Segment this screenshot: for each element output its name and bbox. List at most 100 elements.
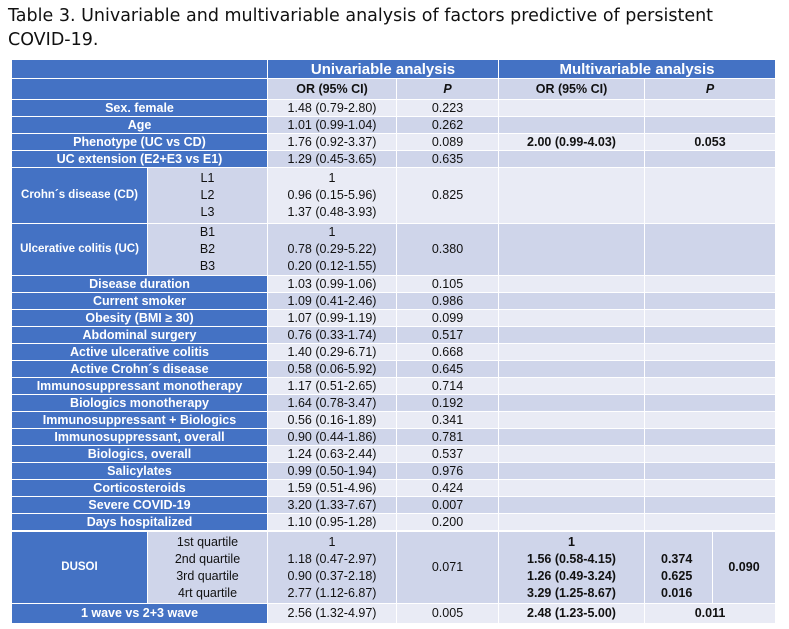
p-multivariable-value [645,151,776,168]
p-value: 0.099 [397,310,499,327]
p-multivariable-value [645,497,776,514]
wave-p-multivariable: 0.011 [645,604,776,624]
dusoi-p-overall: 0.090 [713,532,776,604]
cd-p-value: 0.825 [397,168,499,224]
p-multivariable-value [645,327,776,344]
row-label: Disease duration [12,276,268,293]
row-label: Days hospitalized [12,514,268,531]
or-value: 1.09 (0.41-2.46) [268,293,397,310]
or-value: 1.59 (0.51-4.96) [268,480,397,497]
p-multivariable-value [645,429,776,446]
or-value: 1.76 (0.92-3.37) [268,134,397,151]
p-multivariable-value [645,310,776,327]
or-value: 3.20 (1.33-7.67) [268,497,397,514]
or-multivariable-value [499,395,645,412]
p-column-header: P [397,79,499,100]
p-value: 0.223 [397,100,499,117]
p-value: 0.645 [397,361,499,378]
p-multivariable-value [645,463,776,480]
p-value: 0.635 [397,151,499,168]
row-label: Age [12,117,268,134]
p-multivariable-value [645,446,776,463]
row-label: Phenotype (UC vs CD) [12,134,268,151]
or-multivariable-column-header: OR (95% CI) [499,79,645,100]
row-label: Active ulcerative colitis [12,344,268,361]
multivariable-header: Multivariable analysis [499,60,776,79]
or-multivariable-value [499,446,645,463]
or-multivariable-value [499,276,645,293]
row-label: Biologics, overall [12,446,268,463]
p-multivariable-value [645,395,776,412]
p-value: 0.341 [397,412,499,429]
or-value: 1.48 (0.79-2.80) [268,100,397,117]
or-value: 1.01 (0.99-1.04) [268,117,397,134]
uc-group-label: Ulcerative colitis (UC) [12,224,148,276]
or-value: 0.58 (0.06-5.92) [268,361,397,378]
p-multivariable-value [645,117,776,134]
or-value: 1.29 (0.45-3.65) [268,151,397,168]
dusoi-quartiles: 1st quartile 2nd quartile 3rd quartile 4rt … [148,532,268,604]
or-value: 1.03 (0.99-1.06) [268,276,397,293]
p-value: 0.537 [397,446,499,463]
p-value: 0.089 [397,134,499,151]
header-empty-cell [12,60,268,79]
row-label: Immunosuppressant monotherapy [12,378,268,395]
dusoi-or-values: 1 1.18 (0.47-2.97) 0.90 (0.37-2.18) 2.77 (1… [268,532,397,604]
uc-or-values: 1 0.78 (0.29-5.22) 0.20 (0.12-1.55) [268,224,397,276]
wave-or: 2.56 (1.32-4.97) [268,604,397,624]
p-value: 0.105 [397,276,499,293]
p-value: 0.668 [397,344,499,361]
cd-or-multivariable [499,168,645,224]
row-label: Salicylates [12,463,268,480]
dusoi-or-multivariable: 1 1.56 (0.58-4.15) 1.26 (0.49-3.24) 3.29 (1… [499,532,645,604]
or-multivariable-value [499,480,645,497]
wave-label: 1 wave vs 2+3 wave [12,604,268,624]
p-multivariable-value [645,480,776,497]
p-value: 0.517 [397,327,499,344]
or-value: 1.40 (0.29-6.71) [268,344,397,361]
or-multivariable-value [499,151,645,168]
row-label: Active Crohn´s disease [12,361,268,378]
or-value: 1.07 (0.99-1.19) [268,310,397,327]
cd-or-values: 1 0.96 (0.15-5.96) 1.37 (0.48-3.93) [268,168,397,224]
row-label: Obesity (BMI ≥ 30) [12,310,268,327]
uc-subgroups: B1 B2 B3 [148,224,268,276]
p-multivariable-value [645,276,776,293]
row-label: Immunosuppressant + Biologics [12,412,268,429]
or-multivariable-value [499,429,645,446]
or-value: 1.64 (0.78-3.47) [268,395,397,412]
dusoi-p-value: 0.071 [397,532,499,604]
or-column-header: OR (95% CI) [268,79,397,100]
or-value: 1.17 (0.51-2.65) [268,378,397,395]
or-value: 1.10 (0.95-1.28) [268,514,397,531]
p-value: 0.200 [397,514,499,531]
row-label: UC extension (E2+E3 vs E1) [12,151,268,168]
subheader-empty-cell [12,79,268,100]
or-value: 0.99 (0.50-1.94) [268,463,397,480]
p-value: 0.714 [397,378,499,395]
p-multivariable-value [645,361,776,378]
or-value: 0.56 (0.16-1.89) [268,412,397,429]
p-value: 0.424 [397,480,499,497]
or-multivariable-value: 2.00 (0.99-4.03) [499,134,645,151]
or-multivariable-value [499,100,645,117]
table-title: Table 3. Univariable and multivariable a… [8,6,714,50]
p-multivariable-column-header: P [645,79,776,100]
p-multivariable-value [645,100,776,117]
or-multivariable-value [499,327,645,344]
or-multivariable-value [499,361,645,378]
or-multivariable-value [499,378,645,395]
row-label: Immunosuppressant, overall [12,429,268,446]
p-value: 0.976 [397,463,499,480]
wave-p: 0.005 [397,604,499,624]
results-table: Univariable analysis Multivariable analy… [12,60,776,624]
or-multivariable-value [499,310,645,327]
dusoi-p-each: 0.374 0.625 0.016 [645,532,713,604]
cd-p-multivariable [645,168,776,224]
or-multivariable-value [499,514,645,531]
p-multivariable-value [645,293,776,310]
or-multivariable-value [499,463,645,480]
p-multivariable-value [645,514,776,531]
wave-or-multivariable: 2.48 (1.23-5.00) [499,604,645,624]
cd-group-label: Crohn´s disease (CD) [12,168,148,224]
